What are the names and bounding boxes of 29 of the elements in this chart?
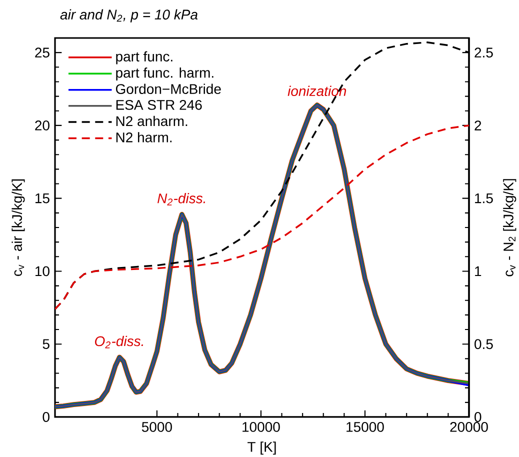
legend-label: part func. harm. xyxy=(116,67,214,81)
chart-title: air and N$_{2}$, p = 10 kPa xyxy=(60,9,198,22)
x-axis-title: T [K] xyxy=(248,442,276,455)
y2-tick-label: 1 xyxy=(475,266,482,276)
legend-label: N2 harm. xyxy=(116,132,172,142)
legend-label: Gordon−McBride xyxy=(116,84,221,94)
legend-label: part func. xyxy=(116,51,172,64)
x-tick-label: 10000 xyxy=(242,422,280,432)
y2-tick-label: 0 xyxy=(474,412,482,422)
annotation: O$_{2}$-diss. xyxy=(95,336,143,348)
y2-tick-label: 2.5 xyxy=(474,48,493,58)
y-tick-label: 5 xyxy=(42,339,50,349)
legend-label: N2 anharm. xyxy=(116,116,188,126)
y-tick-label: 0 xyxy=(42,412,50,422)
y-axis-title: c$_{v}$ - air [kJ/kg/K] xyxy=(12,179,25,276)
y-tick-label: 20 xyxy=(35,120,50,130)
y-tick-label: 10 xyxy=(36,266,50,276)
x-tick-label: 20000 xyxy=(450,422,488,432)
y2-tick-label: 2 xyxy=(474,120,482,130)
x-tick-label: 5000 xyxy=(142,422,172,432)
y-tick-label: 25 xyxy=(35,48,50,58)
legend-label: ESA STR 246 xyxy=(116,100,202,110)
y2-axis-title: c$_{v}$ - N$_{2}$ [kJ/kg/K] xyxy=(503,179,516,276)
y2-tick-label: 0.5 xyxy=(474,339,493,350)
x-tick-label: 15000 xyxy=(346,422,384,432)
annotation: N$_{2}$-diss. xyxy=(158,193,206,206)
annotation: ionization xyxy=(288,86,346,96)
y-tick-label: 15 xyxy=(36,193,50,204)
y2-tick-label: 1.5 xyxy=(475,193,493,204)
